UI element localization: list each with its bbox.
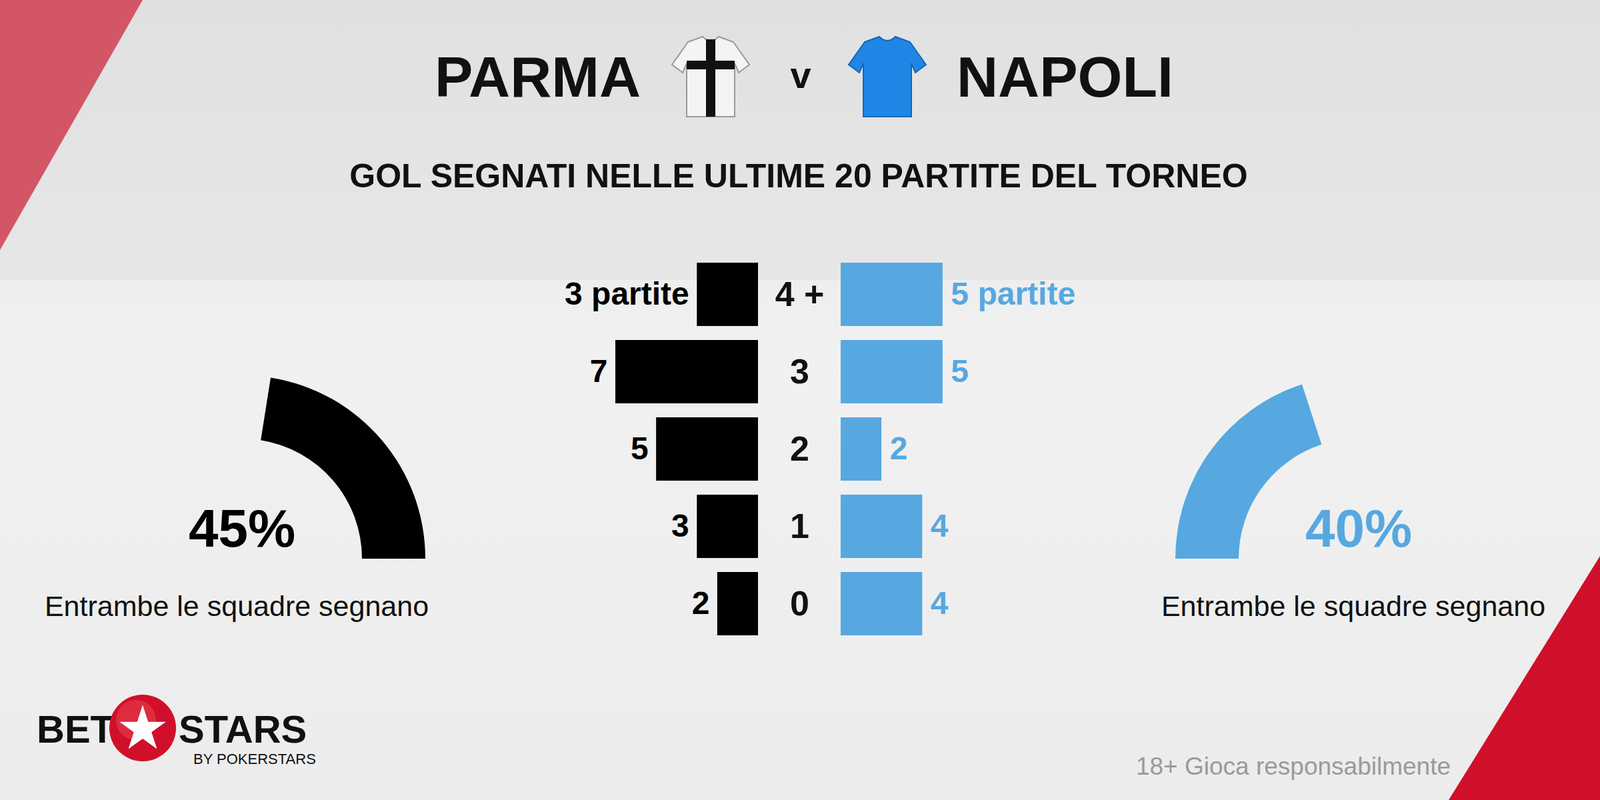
svg-text:0: 0 xyxy=(790,584,810,623)
svg-text:4: 4 xyxy=(930,585,949,621)
svg-text:STARS: STARS xyxy=(178,707,307,751)
svg-text:BY POKERSTARS: BY POKERSTARS xyxy=(193,750,316,768)
svg-text:4: 4 xyxy=(930,508,949,544)
svg-text:2: 2 xyxy=(890,430,908,466)
svg-text:5: 5 xyxy=(630,430,649,466)
svg-text:PARMA: PARMA xyxy=(434,44,641,109)
svg-text:1: 1 xyxy=(790,506,810,546)
svg-text:45%: 45% xyxy=(188,498,296,558)
svg-text:BET: BET xyxy=(36,707,114,751)
svg-text:4 +: 4 + xyxy=(775,274,825,314)
svg-text:5 partite: 5 partite xyxy=(950,276,1076,312)
svg-text:GOL SEGNATI NELLE ULTIME 20 PA: GOL SEGNATI NELLE ULTIME 20 PARTITE DEL … xyxy=(349,157,1248,195)
svg-text:3 partite: 3 partite xyxy=(564,276,690,312)
svg-text:3: 3 xyxy=(671,508,690,544)
svg-text:5: 5 xyxy=(950,353,969,389)
svg-text:18+ Gioca responsabilmente: 18+ Gioca responsabilmente xyxy=(1136,752,1451,780)
svg-text:7: 7 xyxy=(590,353,608,389)
svg-text:NAPOLI: NAPOLI xyxy=(956,44,1174,109)
svg-text:40%: 40% xyxy=(1305,498,1412,558)
svg-text:Entrambe le squadre segnano: Entrambe le squadre segnano xyxy=(44,590,429,622)
svg-text:v: v xyxy=(790,54,811,96)
svg-text:Entrambe le squadre segnano: Entrambe le squadre segnano xyxy=(1161,590,1546,622)
svg-text:3: 3 xyxy=(790,352,810,391)
svg-text:2: 2 xyxy=(692,585,710,621)
svg-text:2: 2 xyxy=(790,429,810,468)
